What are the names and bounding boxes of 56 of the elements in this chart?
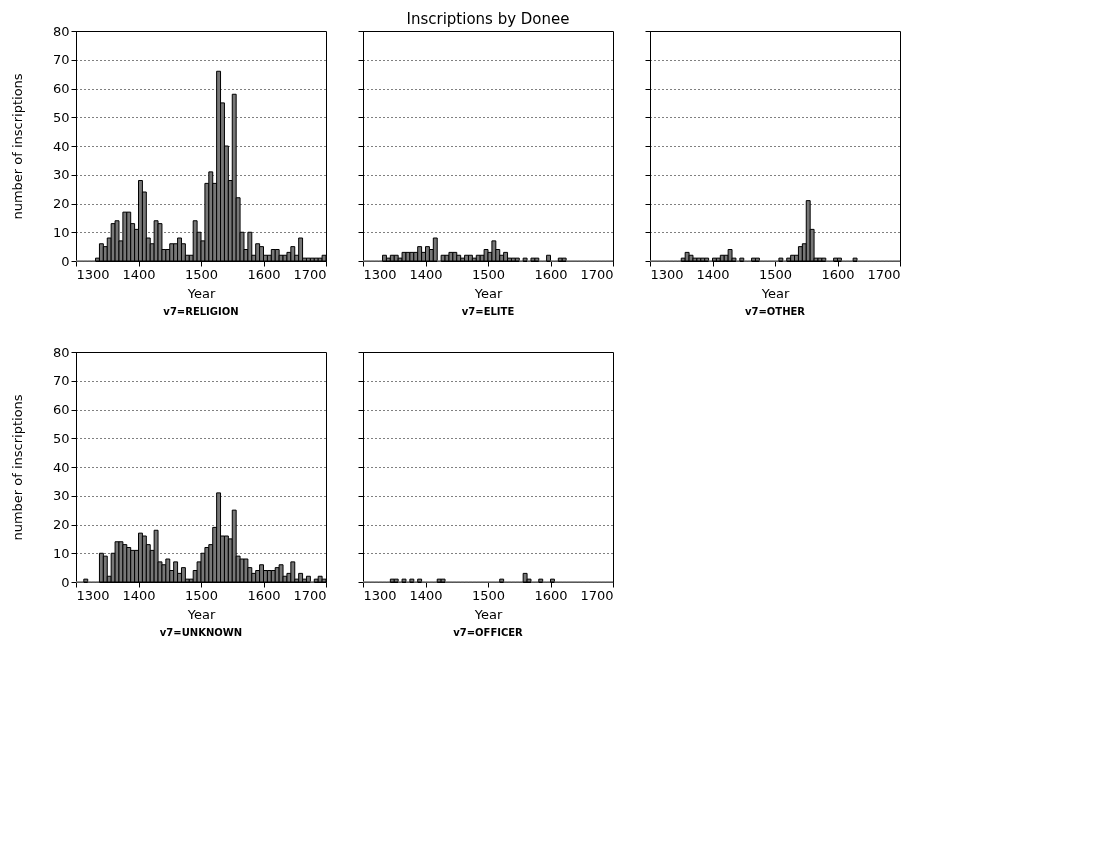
x-tick-label: 1600 (247, 587, 281, 603)
y-tick-label: 10 (52, 545, 70, 561)
x-tick-label: 1400 (409, 587, 443, 603)
y-tick-label: 20 (52, 517, 70, 532)
x-tick-label: 1300 (76, 266, 110, 282)
x-tick-label: 1400 (409, 266, 443, 282)
y-tick-label: 50 (52, 109, 70, 125)
x-tick-label: 1600 (821, 266, 855, 282)
y-tick-label: 0 (61, 253, 70, 269)
text: v7=OTHER (744, 306, 806, 317)
text: v7=RELIGION (163, 306, 239, 317)
x-tick-label: 1700 (293, 587, 327, 603)
x-tick-label: 1500 (184, 266, 219, 282)
y-tick-label: 30 (52, 488, 70, 504)
y-tick-label: 20 (52, 196, 70, 211)
y-axis-title: number of inscriptions (9, 73, 25, 220)
y-tick-label: 60 (52, 402, 70, 417)
x-tick-label: 1600 (534, 266, 568, 282)
chart-title: Inscriptions by Donee (406, 9, 570, 28)
x-tick-label: 1600 (534, 587, 568, 603)
x-tick-label: 1500 (471, 587, 506, 603)
x-tick-label: 1300 (76, 587, 110, 603)
y-tick-label: 40 (52, 138, 70, 154)
x-tick-label: 1400 (122, 587, 156, 603)
y-axis-title: number of inscriptions (9, 394, 25, 541)
x-axis-title: Year (473, 606, 503, 622)
x-tick-label: 1400 (122, 266, 156, 282)
y-tick-label: 80 (52, 23, 70, 39)
text: v7=UNKNOWN (159, 627, 243, 638)
x-tick-label: 1700 (867, 266, 901, 282)
text: v7=OFFICER (453, 627, 524, 638)
x-tick-label: 1400 (696, 266, 730, 282)
x-tick-label: 1300 (650, 266, 684, 282)
x-tick-label: 1700 (293, 266, 327, 282)
x-tick-label: 1500 (758, 266, 793, 282)
y-tick-label: 60 (52, 81, 70, 96)
y-tick-label: 40 (52, 459, 70, 475)
x-axis-title: Year (186, 606, 216, 622)
x-tick-label: 1500 (471, 266, 506, 282)
x-tick-label: 1300 (363, 266, 397, 282)
x-axis-title: Year (186, 285, 216, 301)
x-axis-title: Year (760, 285, 790, 301)
y-tick-label: 70 (52, 373, 70, 389)
x-tick-label: 1700 (580, 266, 614, 282)
y-tick-label: 50 (52, 430, 70, 446)
text: v7=ELITE (461, 306, 515, 317)
x-axis-title: Year (473, 285, 503, 301)
y-tick-label: 30 (52, 167, 70, 183)
y-tick-label: 0 (61, 574, 70, 590)
y-tick-label: 80 (52, 344, 70, 360)
x-tick-label: 1500 (184, 587, 219, 603)
y-tick-label: 70 (52, 52, 70, 68)
x-tick-label: 1600 (247, 266, 281, 282)
y-tick-label: 10 (52, 224, 70, 240)
x-tick-label: 1700 (580, 587, 614, 603)
x-tick-label: 1300 (363, 587, 397, 603)
